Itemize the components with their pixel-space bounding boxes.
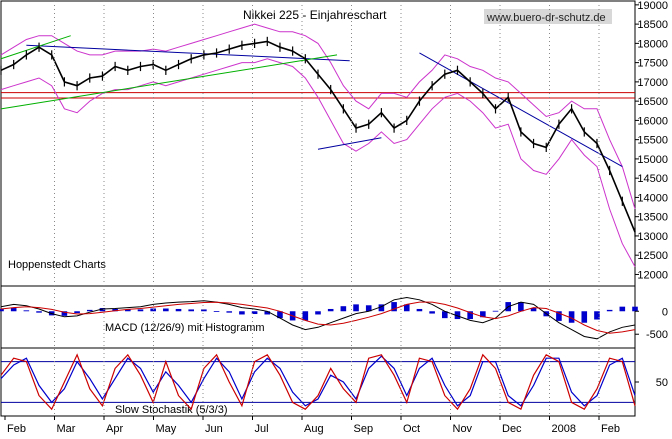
stochastic-panel [0,353,636,411]
macd-histogram-bar [530,308,537,312]
macd-histogram-bar [340,306,347,312]
macd-histogram-bar [86,309,93,312]
macd-histogram-bar [163,308,169,312]
x-tick-label: Nov [453,423,473,435]
axes-layer: 12000 12500 13000 13500 14000 14500 15000 15500… [4,0,668,435]
price-y-tick-label: 15500 [637,135,668,147]
macd-histogram-bar [251,311,258,315]
price-y-tick-label: 16000 [637,115,668,127]
macd-histogram-bar [175,308,182,312]
macd-histogram-bar [518,302,524,312]
macd-line [0,296,636,340]
macd-label: MACD (12/26/9) mit Histogramm [105,322,265,334]
macd-histogram-bar [378,304,385,312]
stochastic-y-tick-label: 50 [656,377,668,389]
macd-histogram-bar [125,309,131,312]
macd-histogram-bar [0,308,4,312]
price-y-tick-label: 14000 [637,192,668,204]
chart-title: Nikkei 225 - Einjahreschart [243,8,387,22]
x-tick-label: Aug [304,423,324,435]
macd-histogram-bar [327,308,334,312]
x-tick-label: Sep [354,423,374,435]
x-tick-label: Jun [205,423,223,435]
macd-histogram-bar [188,309,194,312]
price-y-tick-label: 17500 [637,58,668,70]
macd-histogram-bar [403,304,410,312]
macd-histogram-bar [594,311,600,320]
x-tick-label: Oct [403,423,420,435]
macd-histogram-bar [137,309,144,312]
stochastic-k-line [0,353,636,411]
macd-histogram-bar [61,311,68,316]
macd-histogram-bar [353,304,359,312]
macd-histogram-bar [277,311,283,319]
x-tick-label: 2008 [552,423,576,435]
watermark-background [484,9,612,24]
price-y-tick-label: 17000 [637,77,668,89]
trendline-0 [26,44,350,62]
macd-histogram-bar [239,311,245,315]
x-tick-label: Apr [106,423,123,435]
macd-histogram-bar [581,311,588,323]
macd-histogram-bar [10,308,17,312]
price-y-tick-label: 19000 [637,0,668,12]
trendline-1 [317,137,382,150]
macd-histogram-bar [632,306,638,312]
macd-histogram-bar [201,309,207,312]
price-y-tick-label: 14500 [637,173,668,185]
macd-histogram-bar [112,308,118,312]
macd-histogram-bar [606,309,613,312]
macd-histogram-bar [480,311,486,318]
x-tick-label: Feb [7,423,26,435]
macd-histogram-bar [556,311,562,321]
bollinger-upper-band [0,23,636,210]
macd-signal-line [0,301,636,334]
macd-histogram-bar [213,311,220,312]
macd-histogram-bar [568,311,575,323]
price-panel [0,23,636,267]
macd-y-tick-label: -500 [646,329,668,341]
price-y-tick-label: 18000 [637,38,668,50]
macd-histogram-bar [454,311,461,320]
macd-y-tick-label: 0 [662,306,668,318]
price-y-tick-label: 12500 [637,250,668,262]
x-tick-label: Dec [502,423,522,435]
macd-histogram-bar [302,311,309,321]
source-label: Hoppenstedt Charts [8,259,106,271]
macd-histogram-bar [74,311,80,314]
macd-histogram-bar [416,308,423,312]
price-y-tick-label: 18500 [637,19,668,31]
macd-histogram-bar [619,306,626,312]
macd-histogram-bar [264,311,271,315]
stochastic-label: Slow Stochastik (5/3/3) [115,404,228,416]
macd-histogram-bar [226,311,233,313]
x-tick-label: May [156,423,177,435]
x-tick-label: Feb [601,423,620,435]
macd-histogram-bar [365,305,372,312]
price-y-tick-label: 12000 [637,269,668,281]
macd-histogram-bar [429,311,435,314]
price-y-tick-label: 15000 [637,154,668,166]
macd-histogram-bar [391,302,397,312]
macd-histogram-bar [23,310,30,312]
macd-histogram-bar [99,308,106,312]
x-tick-label: Jul [255,423,269,435]
macd-histogram-bar [492,310,499,312]
trendline-4 [0,35,71,60]
price-y-tick-label: 13500 [637,212,668,224]
macd-histogram-bar [467,311,473,320]
trendline-3 [0,54,338,110]
watermark: www.buero-dr-schutz.de [486,12,606,24]
macd-histogram-bar [36,311,42,313]
macd-histogram-bar [442,311,448,319]
price-y-tick-label: 16500 [637,96,668,108]
price-y-tick-label: 13000 [637,231,668,243]
macd-histogram-bar [315,311,321,315]
x-tick-label: Mar [57,423,76,435]
